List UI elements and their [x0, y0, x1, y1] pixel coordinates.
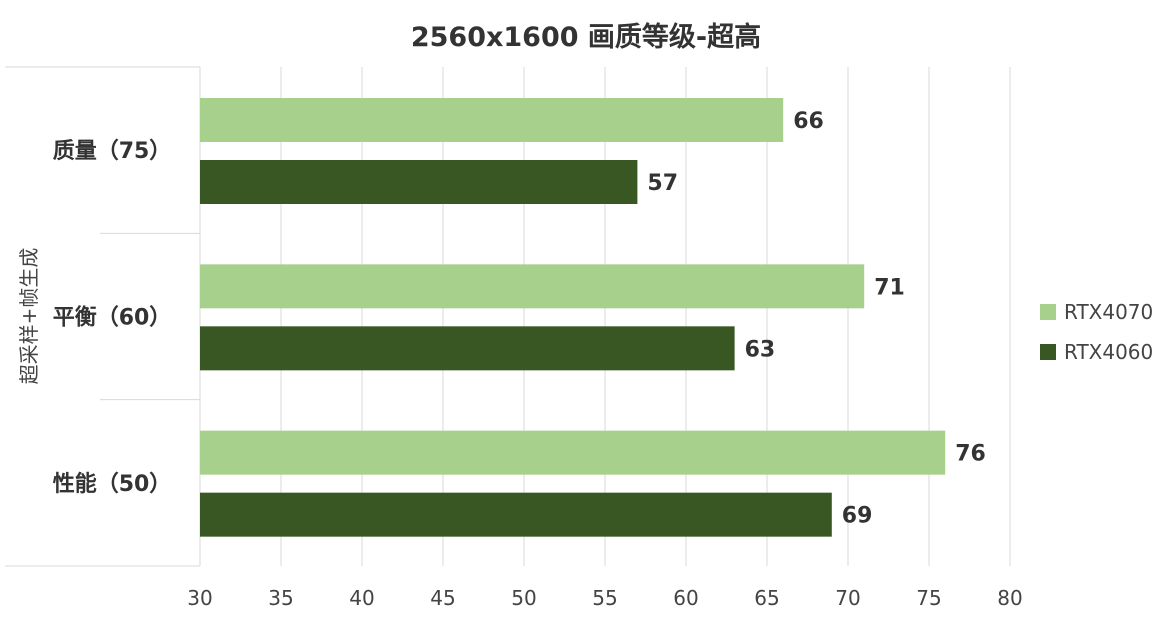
data-label: 76 — [955, 442, 986, 467]
x-tick-label: 65 — [754, 586, 779, 610]
legend-swatch-rtx4070 — [1040, 304, 1056, 320]
data-labels: 66 57 71 63 76 69 — [647, 109, 985, 529]
bar-rtx4070 — [200, 264, 865, 309]
bar-rtx4060 — [200, 326, 735, 371]
x-tick-label: 70 — [835, 586, 860, 610]
data-label: 71 — [874, 275, 905, 300]
x-tick-label: 60 — [673, 586, 698, 610]
category-label: 质量（75） — [53, 139, 172, 164]
bar-rtx4070 — [200, 430, 946, 475]
x-tick-label: 40 — [349, 586, 374, 610]
category-labels: 质量（75） 平衡（60） 性能（50） — [53, 139, 172, 497]
bar-rtx4070 — [200, 98, 784, 142]
gridlines — [280, 67, 1011, 566]
legend: RTX4070 RTX4060 — [1040, 300, 1153, 364]
data-label: 63 — [745, 337, 776, 362]
x-tick-labels: 30 35 40 45 50 55 60 65 70 75 80 — [187, 586, 1022, 610]
chart-title: 2560x1600 画质等级-超高 — [411, 21, 761, 53]
bar-rtx4060 — [200, 160, 638, 204]
x-tick-label: 45 — [430, 586, 455, 610]
category-label: 平衡（60） — [53, 305, 172, 331]
x-tick-label: 80 — [997, 586, 1022, 610]
data-label: 66 — [793, 109, 824, 134]
category-frame — [5, 66, 201, 567]
x-tick-label: 35 — [268, 586, 293, 610]
bar-rtx4060 — [200, 492, 832, 537]
category-label: 性能（50） — [53, 471, 172, 497]
legend-label: RTX4060 — [1064, 340, 1153, 364]
x-tick-label: 30 — [187, 586, 212, 610]
x-tick-label: 75 — [916, 586, 941, 610]
legend-label: RTX4070 — [1064, 300, 1153, 324]
data-label: 57 — [647, 171, 678, 196]
legend-swatch-rtx4060 — [1040, 344, 1056, 360]
x-tick-label: 50 — [511, 586, 536, 610]
x-tick-label: 55 — [592, 586, 617, 610]
bars — [200, 98, 946, 537]
data-label: 69 — [842, 504, 873, 529]
group-axis-label: 超采样+帧生成 — [17, 248, 41, 385]
